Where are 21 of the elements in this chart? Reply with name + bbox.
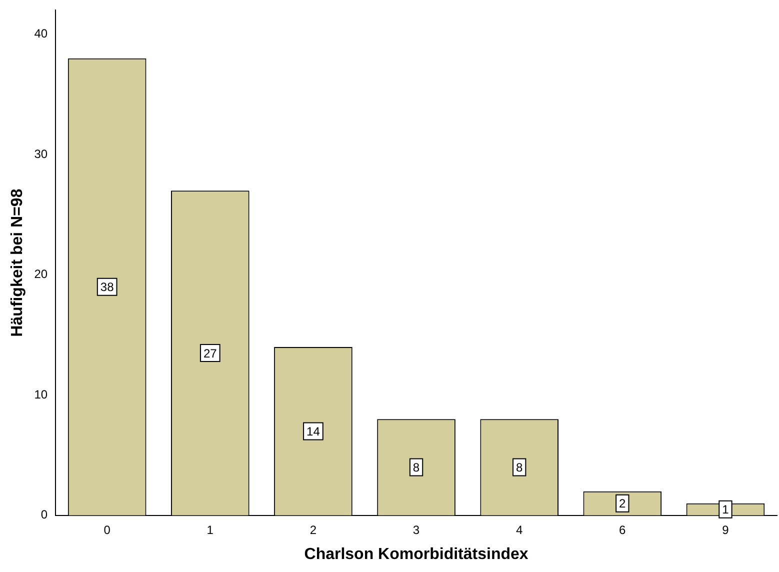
x-tick-label: 2 [310,522,317,537]
x-tick-label: 4 [516,522,523,537]
y-tick-label: 40 [34,26,48,41]
data-label: 27 [203,346,218,360]
data-label: 2 [619,496,626,511]
data-label: 1 [722,502,730,517]
x-tick-label: 3 [412,522,420,537]
x-tick-label: 6 [619,522,626,537]
data-label: 38 [100,280,114,294]
data-label: 8 [516,460,523,475]
y-tick-label: 20 [34,267,48,282]
y-tick-label: 10 [34,387,48,402]
y-tick-label: 0 [40,508,48,522]
x-axis-title: Charlson Komorbiditätsindex [304,546,528,563]
data-label: 14 [306,424,320,439]
x-tick-label: 1 [206,522,214,537]
x-tick-label: 9 [722,522,730,537]
y-axis-title: Häufigkeit bei N=98 [9,188,26,337]
data-label: 8 [412,460,420,475]
y-tick-label: 30 [34,146,48,161]
x-tick-label: 0 [104,522,111,537]
